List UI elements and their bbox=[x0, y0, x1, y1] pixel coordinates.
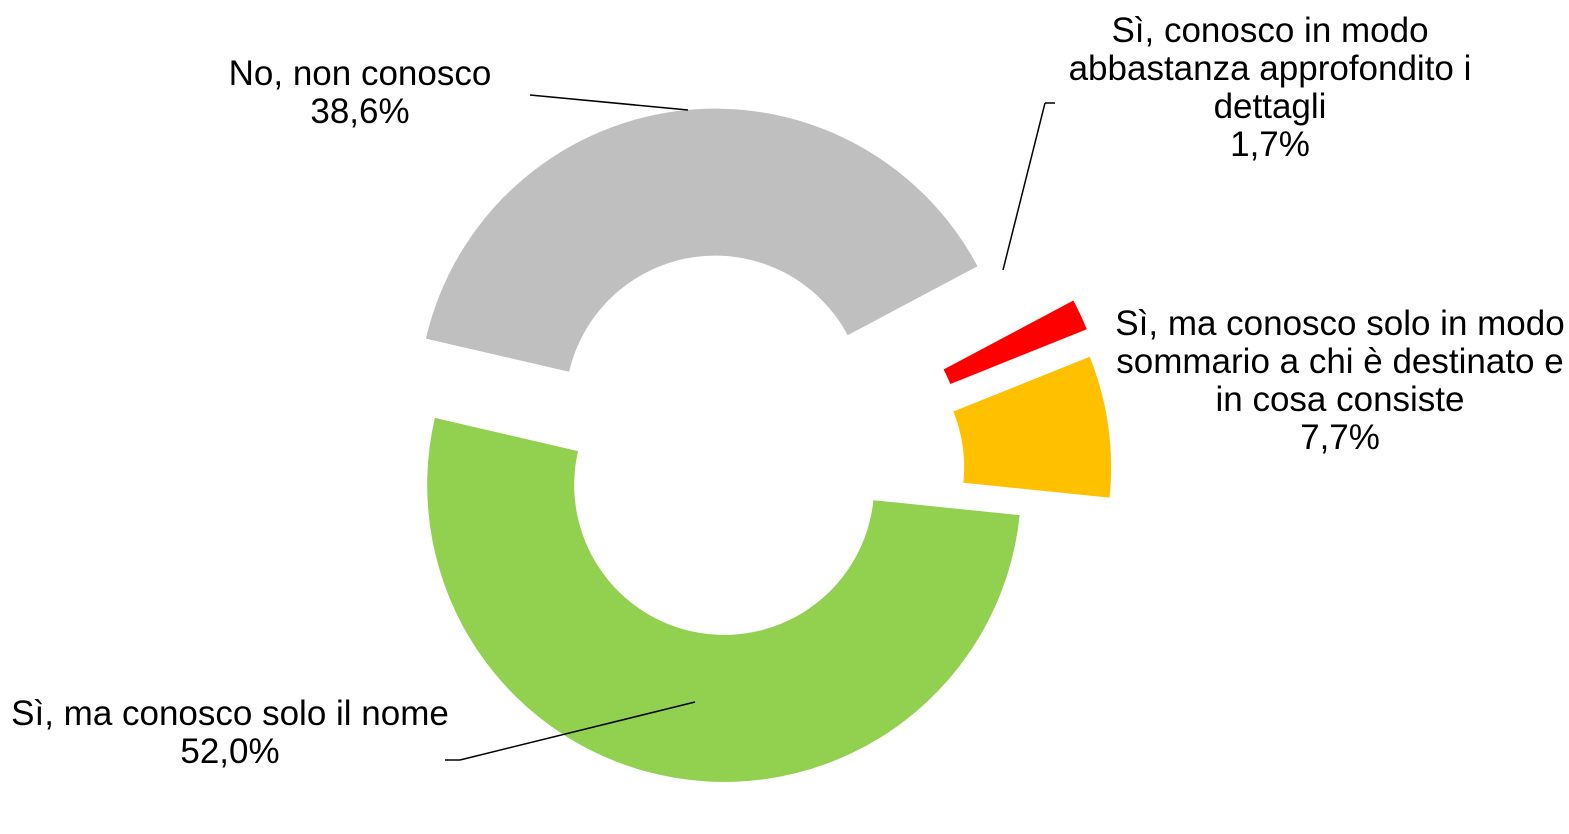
leader-line bbox=[1002, 102, 1046, 271]
donut-slice bbox=[953, 356, 1112, 498]
donut-slice bbox=[425, 108, 978, 372]
category-label: Sì, ma conosco solo il nome bbox=[11, 694, 449, 733]
slice-label: Sì, conosco in modo abbastanza approfond… bbox=[1040, 12, 1500, 164]
category-label: Sì, ma conosco solo in modo sommario a c… bbox=[1115, 304, 1565, 419]
value-label: 7,7% bbox=[1300, 418, 1380, 457]
leader-line bbox=[459, 701, 696, 761]
donut-slice bbox=[943, 300, 1087, 385]
donut-slice bbox=[427, 417, 1020, 782]
value-label: 52,0% bbox=[180, 732, 280, 771]
slice-label: Sì, ma conosco solo in modo sommario a c… bbox=[1105, 305, 1569, 457]
leader-line bbox=[529, 94, 689, 111]
category-label: Sì, conosco in modo abbastanza approfond… bbox=[1068, 11, 1472, 126]
slice-label: Sì, ma conosco solo il nome 52,0% bbox=[10, 695, 450, 771]
value-label: 1,7% bbox=[1230, 125, 1310, 164]
value-label: 38,6% bbox=[310, 92, 410, 131]
category-label: No, non conosco bbox=[228, 54, 492, 93]
slice-label: No, non conosco 38,6% bbox=[180, 55, 540, 131]
